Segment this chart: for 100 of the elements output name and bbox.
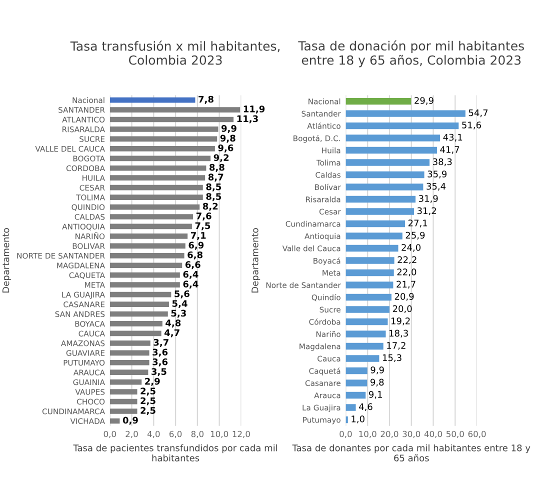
- bar: [346, 269, 394, 276]
- bar: [110, 214, 194, 220]
- data-label: 3,6: [152, 348, 168, 357]
- data-label: 38,3: [433, 158, 452, 166]
- data-label: 8,5: [206, 183, 222, 192]
- data-label: 3,6: [152, 358, 168, 366]
- bar: [346, 232, 402, 240]
- data-label: 35,4: [426, 182, 446, 191]
- bar: [110, 350, 150, 356]
- bar: [346, 404, 356, 411]
- bar: [110, 156, 211, 162]
- x-tick-label: 60,0: [468, 430, 486, 438]
- data-label: 41,7: [440, 146, 460, 154]
- data-label: 5,3: [171, 310, 186, 318]
- data-label: 9,8: [370, 378, 384, 387]
- data-label: 6,9: [188, 242, 204, 250]
- data-label: 6,8: [188, 251, 203, 260]
- bar: [346, 122, 459, 130]
- bar: [346, 134, 440, 142]
- data-label: 35,9: [428, 170, 447, 178]
- bar: [110, 252, 184, 258]
- data-label: 29,9: [414, 97, 434, 105]
- data-label: 17,2: [387, 342, 406, 350]
- x-tick-label: 4,0: [147, 430, 160, 438]
- x-tick-label: 0,0: [104, 430, 116, 438]
- data-label: 9,8: [220, 134, 236, 143]
- bar: [110, 311, 168, 317]
- data-label: 6,4: [183, 280, 198, 289]
- data-label: 8,8: [210, 164, 224, 172]
- bar: [346, 196, 416, 203]
- bar: [346, 208, 414, 215]
- data-label: 20,0: [392, 305, 412, 314]
- bar: [346, 392, 366, 399]
- data-label: 3,5: [152, 368, 166, 376]
- bar: [110, 184, 203, 190]
- bar: [110, 204, 200, 210]
- bar: [346, 257, 394, 264]
- bar: [110, 126, 218, 132]
- bar: [346, 355, 380, 362]
- bar: [110, 272, 180, 278]
- bar: [346, 380, 368, 386]
- data-label: 7,6: [196, 212, 212, 221]
- bar: [110, 243, 186, 249]
- bar: [346, 110, 466, 117]
- x-tick-label: 12,0: [232, 430, 250, 438]
- bar: [110, 136, 218, 142]
- bar: [346, 98, 412, 105]
- bar: [346, 159, 430, 166]
- x-tick-label: 6,0: [169, 430, 182, 438]
- data-label: 27,1: [408, 220, 428, 228]
- bar: [110, 146, 215, 152]
- x-tick-label: 30,0: [402, 430, 420, 438]
- data-label: 9,1: [368, 391, 382, 399]
- x-tick-label: 40,0: [424, 430, 442, 438]
- bar: [110, 107, 240, 112]
- data-label: 1,0: [352, 416, 364, 424]
- bar: [110, 224, 192, 230]
- x-tick-label: 20,0: [380, 430, 398, 438]
- data-label: 7,8: [198, 96, 214, 104]
- bar: [110, 370, 148, 376]
- bar: [110, 262, 182, 268]
- x-tick-label: 0,0: [340, 430, 352, 438]
- data-label: 15,3: [382, 354, 402, 362]
- data-label: 7,1: [190, 232, 206, 240]
- data-label: 51,6: [462, 122, 481, 130]
- x-tick-label: 10,0: [210, 430, 228, 438]
- data-label: 24,0: [402, 244, 421, 252]
- bar: [346, 294, 392, 301]
- data-label: 2,5: [140, 388, 156, 396]
- data-label: 8,5: [206, 193, 222, 202]
- x-tick-label: 2,0: [126, 430, 138, 438]
- bar: [346, 146, 437, 154]
- bar: [346, 367, 368, 374]
- data-label: 3,7: [154, 338, 168, 347]
- data-label: 0,9: [122, 416, 138, 425]
- data-label: 54,7: [468, 109, 488, 118]
- data-label: 11,9: [244, 106, 265, 114]
- bar: [110, 389, 138, 394]
- data-label: 25,9: [406, 232, 425, 240]
- bar: [110, 330, 162, 336]
- bar: [110, 116, 234, 122]
- data-label: 20,9: [394, 293, 414, 301]
- x-axis-title: Tasa de pacientes transfundidos por cada mil habitantes: [73, 444, 278, 462]
- bar: [346, 306, 390, 313]
- bar: [110, 97, 196, 103]
- bar: [110, 234, 188, 239]
- y-axis-title: Departamento: [2, 228, 11, 292]
- data-label: 9,9: [370, 366, 384, 374]
- bar: [110, 360, 150, 366]
- data-label: 21,7: [396, 280, 416, 289]
- bar: [346, 282, 394, 288]
- data-label: 4,8: [166, 320, 181, 328]
- data-label: 4,6: [359, 403, 372, 412]
- data-label: 2,5: [140, 407, 156, 416]
- data-label: 18,3: [390, 330, 408, 338]
- data-label: 6,6: [185, 261, 200, 270]
- bar: [110, 282, 180, 288]
- x-tick-label: 10,0: [359, 430, 376, 438]
- bar: [110, 321, 162, 326]
- bar: [110, 408, 138, 414]
